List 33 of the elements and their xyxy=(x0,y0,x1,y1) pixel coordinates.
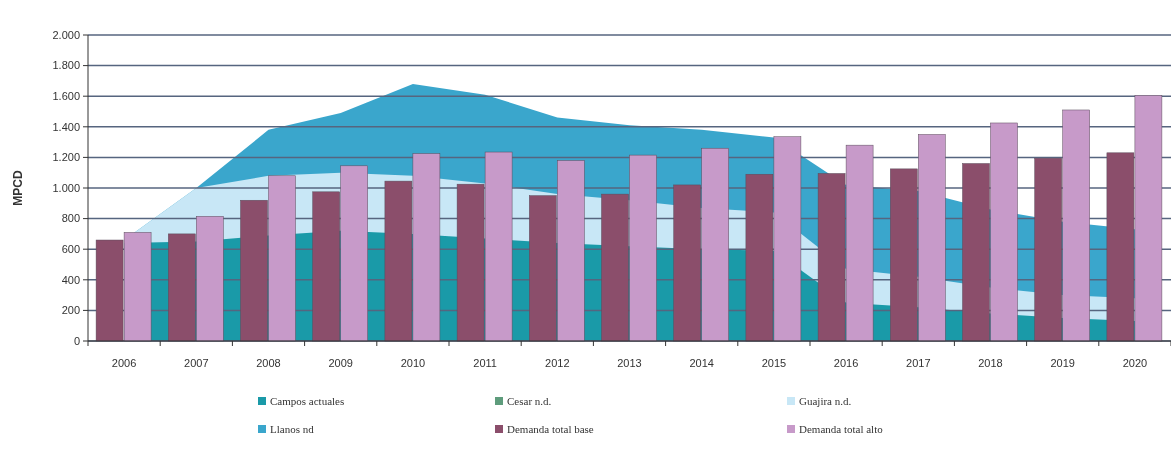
y-tick-label: 1.000 xyxy=(52,181,80,194)
x-tick-label: 2011 xyxy=(473,357,497,369)
x-tick-label: 2006 xyxy=(111,357,137,369)
legend-label: Demanda total base xyxy=(507,423,594,435)
y-tick-label: 400 xyxy=(61,273,80,286)
y-tick-label: 0 xyxy=(73,334,80,347)
x-tick-label: 2014 xyxy=(689,357,714,369)
legend-label: Llanos nd xyxy=(270,423,315,435)
y-tick-label: 2.000 xyxy=(52,28,80,41)
x-tick-label: 2018 xyxy=(978,357,1003,369)
x-tick-label: 2015 xyxy=(761,357,787,369)
y-tick-label: 800 xyxy=(61,212,80,225)
legend-label: Campos actuales xyxy=(270,395,345,407)
x-tick-label: 2019 xyxy=(1050,357,1075,369)
x-tick-label: 2007 xyxy=(184,357,209,369)
x-tick-label: 2008 xyxy=(256,357,281,369)
x-tick-label: 2010 xyxy=(400,357,426,369)
y-tick-label: 200 xyxy=(61,304,80,317)
x-tick-label: 2020 xyxy=(1122,357,1148,369)
x-tick-label: 2012 xyxy=(545,357,570,369)
y-axis-title: MPCD xyxy=(11,170,25,206)
y-tick-label: 1.800 xyxy=(52,59,80,72)
x-tick-label: 2016 xyxy=(833,357,859,369)
y-tick-label: 1.600 xyxy=(52,90,80,103)
legend-label: Demanda total alto xyxy=(799,423,884,435)
x-tick-label: 2017 xyxy=(906,357,931,369)
x-tick-label: 2009 xyxy=(328,357,353,369)
legend-label: Guajira n.d. xyxy=(799,395,852,407)
x-tick-label: 2013 xyxy=(617,357,642,369)
legend-label: Cesar n.d. xyxy=(507,395,552,407)
y-tick-label: 1.400 xyxy=(52,120,80,133)
y-tick-label: 600 xyxy=(61,243,80,256)
y-tick-label: 1.200 xyxy=(52,151,80,164)
